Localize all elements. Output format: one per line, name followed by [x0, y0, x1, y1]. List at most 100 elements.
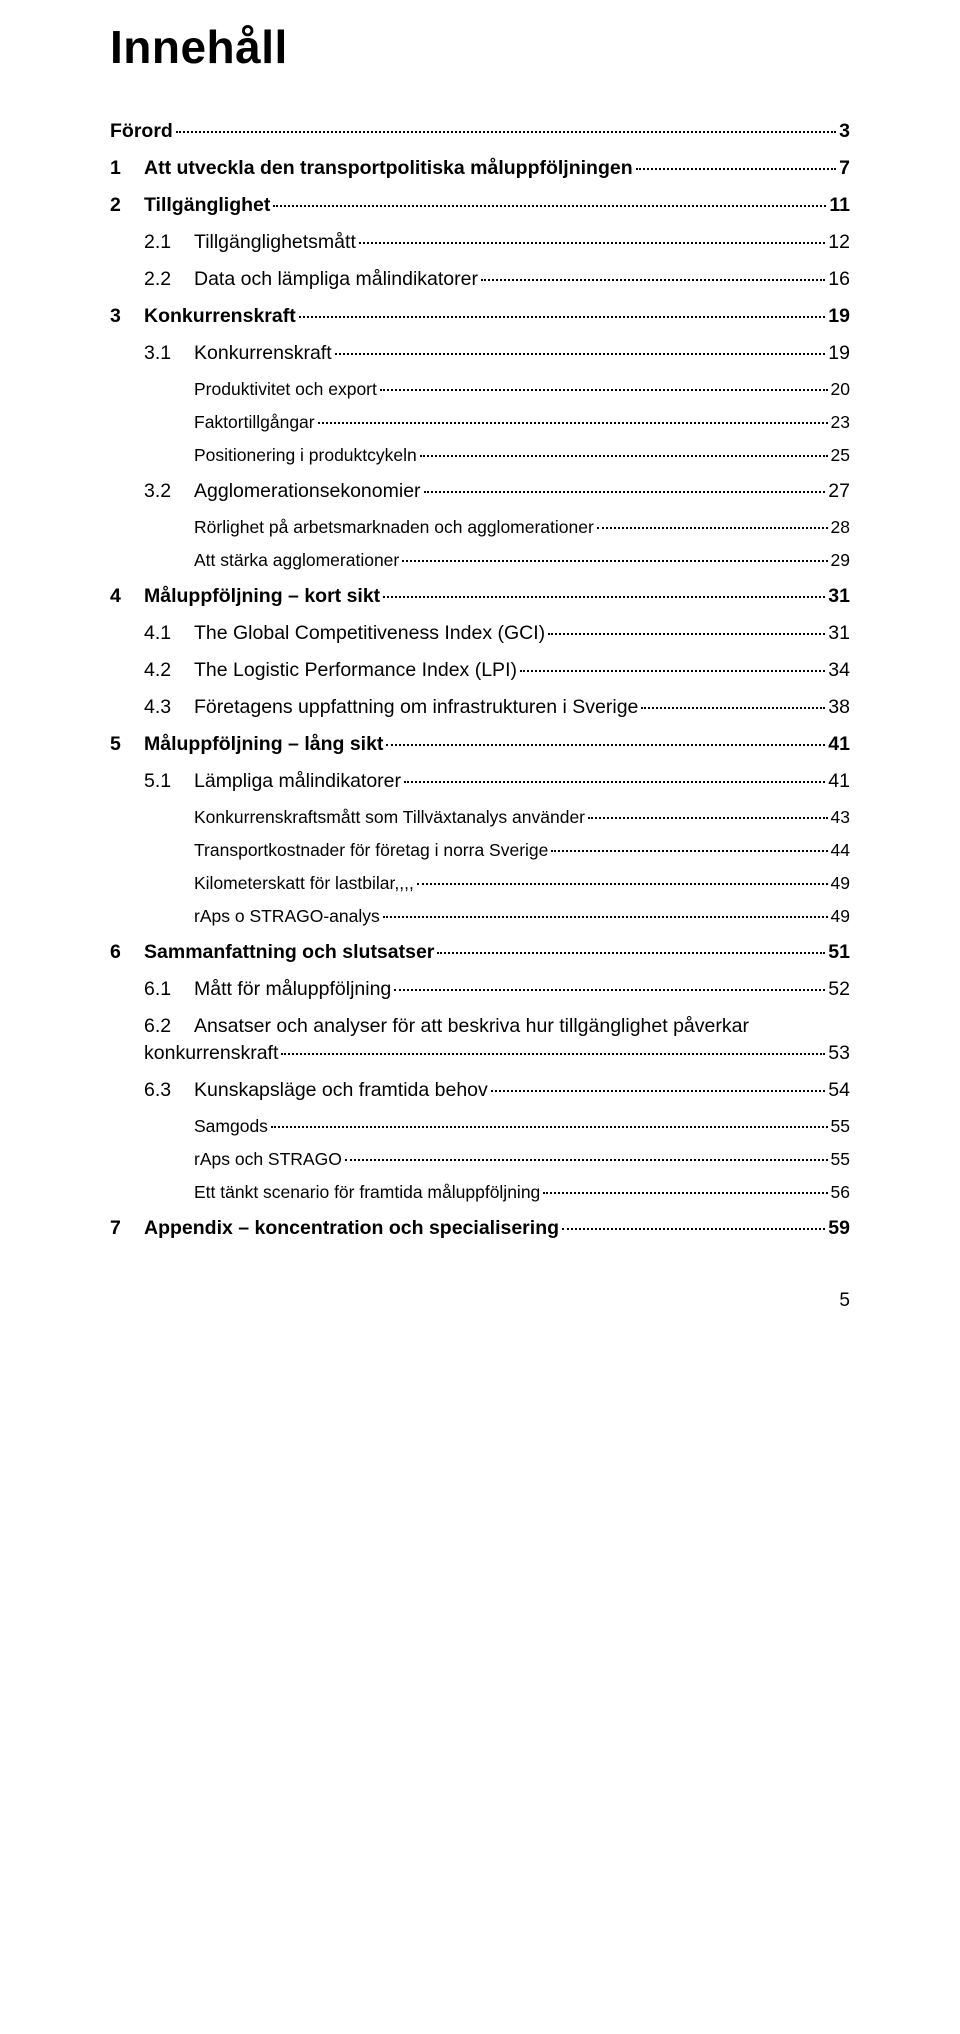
toc-entry-text: Förord [110, 120, 173, 142]
toc-entry-label: Samgods [194, 1116, 268, 1137]
toc-entry-label: 2.1Tillgänglighetsmått [144, 231, 356, 254]
toc-entry-page: 56 [831, 1182, 850, 1203]
toc-entry-text: Rörlighet på arbetsmarknaden och agglome… [194, 517, 594, 537]
toc-entry: 6.1Mått för måluppföljning 52 [110, 978, 850, 1001]
toc-entry: Kilometerskatt för lastbilar,,,,49 [110, 873, 850, 894]
toc-entry-page: 27 [828, 480, 850, 503]
toc-leader-dots [318, 412, 828, 424]
toc-entry-page: 41 [828, 770, 850, 793]
toc-entry-text: Konkurrenskraft [144, 305, 296, 327]
toc-entry: 4.3Företagens uppfattning om infrastrukt… [110, 696, 850, 719]
toc-entry-text: Faktortillgångar [194, 412, 315, 432]
toc-entry-text: konkurrenskraft [144, 1042, 278, 1064]
toc-entry-page: 7 [839, 157, 850, 180]
toc-entry-number: 4.2 [144, 659, 194, 682]
toc-entry-number: 6.3 [144, 1079, 194, 1102]
toc-leader-dots [543, 1182, 827, 1194]
toc-entry-text: Kunskapsläge och framtida behov [194, 1079, 488, 1101]
toc-entry-label: Faktortillgångar [194, 412, 315, 433]
toc-entry: Faktortillgångar23 [110, 412, 850, 433]
toc-entry: rAps o STRAGO-analys 49 [110, 906, 850, 927]
toc-entry-label: 4.1The Global Competitiveness Index (GCI… [144, 622, 545, 645]
toc-entry-label: Rörlighet på arbetsmarknaden och agglome… [194, 517, 594, 538]
toc-entry-text: Att stärka agglomerationer [194, 550, 399, 570]
toc-entry-label: 6Sammanfattning och slutsatser [110, 941, 434, 964]
toc-entry: 3.2Agglomerationsekonomier 27 [110, 480, 850, 503]
toc-entry: Ett tänkt scenario för framtida måluppfö… [110, 1182, 850, 1203]
toc-entry-number: 1 [110, 157, 144, 180]
toc-leader-dots [402, 550, 827, 562]
toc-leader-dots [386, 733, 825, 746]
toc-entry-label: 2.2Data och lämpliga målindikatorer [144, 268, 478, 291]
toc-entry-label: Att stärka agglomerationer [194, 550, 399, 571]
toc-entry-text: Måluppföljning – lång sikt [144, 733, 383, 755]
toc-leader-dots [394, 978, 825, 991]
toc-leader-dots [420, 445, 828, 457]
toc-entry-number: 3.1 [144, 342, 194, 365]
toc-entry: Produktivitet och export 20 [110, 379, 850, 400]
toc-entry-label: 4Måluppföljning – kort sikt [110, 585, 380, 608]
toc-entry-text: rAps o STRAGO-analys [194, 906, 380, 926]
toc-leader-dots [588, 807, 828, 819]
toc-entry-label: Transportkostnader för företag i norra S… [194, 840, 548, 861]
toc-entry: Konkurrenskraftsmått som Tillväxtanalys … [110, 807, 850, 828]
toc-entry-text: Positionering i produktcykeln [194, 445, 417, 465]
toc-entry-page: 38 [828, 696, 850, 719]
toc-entry-page: 19 [828, 305, 850, 328]
toc-leader-dots [424, 480, 826, 493]
toc-entry: 2Tillgänglighet11 [110, 194, 850, 217]
toc-entry: 5.1Lämpliga målindikatorer41 [110, 770, 850, 793]
toc-entry-number: 7 [110, 1217, 144, 1240]
toc-entry: 4.2The Logistic Performance Index (LPI) 3… [110, 659, 850, 682]
toc-entry: 4.1The Global Competitiveness Index (GCI… [110, 622, 850, 645]
toc-leader-dots [597, 517, 828, 529]
toc-leader-dots [281, 1042, 825, 1055]
toc-entry-text: Sammanfattning och slutsatser [144, 941, 434, 963]
toc-leader-dots [491, 1079, 826, 1092]
toc-entry-label: Ett tänkt scenario för framtida måluppfö… [194, 1182, 540, 1203]
toc-entry-page: 28 [831, 517, 850, 538]
toc-entry-page: 43 [831, 807, 850, 828]
toc-entry-page: 12 [828, 231, 850, 254]
toc-entry-text: The Logistic Performance Index (LPI) [194, 659, 517, 681]
toc-entry-text: Tillgänglighetsmått [194, 231, 356, 253]
toc-leader-dots [520, 659, 825, 672]
toc-entry: 2.2Data och lämpliga målindikatorer16 [110, 268, 850, 291]
toc-entry-label: rAps och STRAGO [194, 1149, 342, 1170]
toc-entry: 3Konkurrenskraft19 [110, 305, 850, 328]
toc-entry-page: 34 [828, 659, 850, 682]
toc-entry-label: rAps o STRAGO-analys [194, 906, 380, 927]
toc-entry-label: 6.1Mått för måluppföljning [144, 978, 391, 1001]
toc-entry-text: Mått för måluppföljning [194, 978, 391, 1000]
toc-entry-page: 49 [831, 873, 850, 894]
toc-entry-text: rAps och STRAGO [194, 1149, 342, 1169]
toc-entry: rAps och STRAGO55 [110, 1149, 850, 1170]
toc-entry-text: Konkurrenskraftsmått som Tillväxtanalys … [194, 807, 585, 827]
toc-entry-label: 6.3Kunskapsläge och framtida behov [144, 1079, 488, 1102]
table-of-contents: Förord31Att utveckla den transportpoliti… [110, 120, 850, 1240]
toc-entry-text: Företagens uppfattning om infrastrukture… [194, 696, 638, 718]
toc-entry-page: 20 [831, 379, 850, 400]
toc-leader-dots [551, 840, 827, 852]
toc-entry-label: Förord [110, 120, 173, 143]
toc-entry-label: Produktivitet och export [194, 379, 377, 400]
toc-leader-dots [404, 770, 825, 783]
toc-entry-page: 59 [828, 1217, 850, 1240]
toc-entry-label: 2Tillgänglighet [110, 194, 270, 217]
toc-entry: 7Appendix – koncentration och specialise… [110, 1217, 850, 1240]
toc-entry-text: Att utveckla den transportpolitiska målu… [144, 157, 633, 179]
toc-entry-label: 3.2Agglomerationsekonomier [144, 480, 421, 503]
toc-leader-dots [299, 305, 826, 318]
toc-entry-label: konkurrenskraft [144, 1042, 278, 1065]
toc-entry-label: 6.2Ansatser och analyser för att beskriv… [144, 1015, 749, 1038]
toc-entry-page: 55 [831, 1116, 850, 1137]
toc-entry-text: Samgods [194, 1116, 268, 1136]
toc-entry-page: 44 [831, 840, 850, 861]
toc-entry: Rörlighet på arbetsmarknaden och agglome… [110, 517, 850, 538]
toc-entry-page: 19 [828, 342, 850, 365]
toc-entry-page: 52 [828, 978, 850, 1001]
toc-entry-page: 49 [831, 906, 850, 927]
toc-entry-page: 29 [831, 550, 850, 571]
toc-entry-number: 2 [110, 194, 144, 217]
toc-entry-text: Ansatser och analyser för att beskriva h… [194, 1015, 749, 1037]
